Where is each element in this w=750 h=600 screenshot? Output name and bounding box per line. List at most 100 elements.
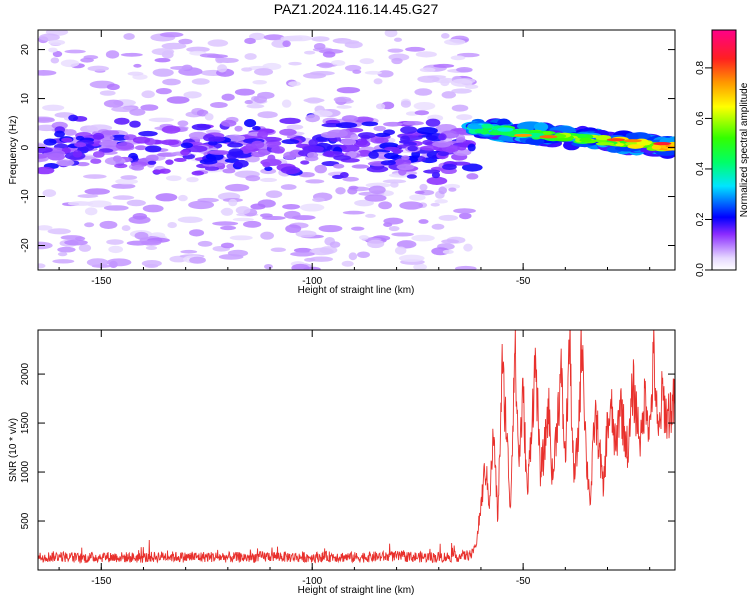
colorbar-tick-label: 0.8	[695, 61, 706, 75]
spectrogram-noise-blob	[391, 232, 414, 237]
spectrogram-noise-blob	[221, 93, 235, 101]
spectrogram-max-blob	[539, 135, 558, 139]
spectrogram-noise-blob	[264, 263, 273, 270]
spectrogram-noise-blob	[77, 194, 99, 198]
spectrogram-noise-blob	[178, 194, 188, 202]
spectrogram-noise-blob	[52, 259, 75, 264]
spectrogram-noise-blob	[253, 68, 274, 76]
spectrogram-noise-blob	[38, 117, 55, 123]
spectrogram-noise-blob	[207, 39, 229, 47]
spectrogram-noise-blob	[220, 242, 234, 249]
spectrogram-noise-blob	[367, 239, 385, 249]
spectrogram-band-blob	[250, 151, 266, 158]
spectrogram-noise-blob	[178, 38, 193, 45]
spectrogram-noise-blob	[388, 225, 400, 232]
spectrogram-noise-blob	[204, 113, 214, 121]
spectrogram-band-blob	[90, 158, 102, 164]
spectrogram-noise-blob	[295, 230, 317, 238]
spectrogram-band-blob	[264, 166, 273, 172]
spectrogram-noise-blob	[354, 199, 375, 207]
spectrogram-noise-blob	[165, 175, 182, 182]
spectrogram-band-blob	[99, 140, 121, 148]
spectrogram-band-blob	[401, 155, 410, 160]
spectrogram-noise-blob	[364, 194, 387, 202]
spectrogram-noise-blob	[38, 263, 46, 269]
spectrogram-noise-blob	[293, 247, 313, 253]
spectrogram-noise-blob	[217, 64, 228, 73]
spectrogram-band-blob	[173, 157, 187, 163]
spectrogram-band-blob	[279, 128, 297, 136]
spectrogram-noise-blob	[333, 96, 352, 103]
spectrogram-noise-blob	[186, 46, 210, 53]
spectrogram-band-blob	[374, 132, 391, 137]
spectrogram-band-blob	[357, 132, 376, 139]
spectrogram-band-blob	[281, 139, 300, 145]
spectrogram-noise-blob	[454, 265, 477, 270]
snr-series-line	[38, 330, 675, 564]
spectrogram-noise-blob	[148, 117, 174, 123]
spectrogram-noise-blob	[396, 240, 417, 249]
snr-x-ticks: -150 -100 -50	[58, 330, 651, 587]
spectrogram-noise-blob	[373, 78, 383, 85]
spectrogram-noise-blob	[228, 198, 238, 207]
spectrogram-noise-blob	[450, 78, 473, 87]
spectrogram-noise-blob	[222, 168, 236, 174]
spectrogram-noise-blob	[442, 249, 454, 255]
spectrogram-noise-blob	[434, 199, 448, 204]
spectrogram-noise-blob	[280, 184, 297, 190]
spectrogram-noise-blob	[342, 176, 359, 182]
spectrogram-noise-blob	[383, 217, 404, 225]
spectrogram-noise-blob	[382, 179, 407, 184]
spectrogram-noise-blob	[57, 246, 76, 253]
spectrogram-noise-blob	[180, 249, 198, 254]
spectrogram-band-blob	[204, 166, 220, 171]
spectrogram-noise-blob	[419, 67, 436, 73]
spectrogram-noise-blob	[103, 205, 129, 211]
colorbar: 0.0 0.2 0.4 0.6 0.8 Normalized spectral ampl…	[695, 29, 750, 277]
spectrogram-band-blob	[315, 136, 328, 142]
spectrogram-noise-blob	[451, 88, 472, 94]
spectrogram-band-blob	[74, 142, 87, 148]
spectrogram-noise-blob	[450, 55, 466, 61]
spectrogram-band-blob	[38, 146, 53, 154]
colorbar-tick-label: 0.6	[695, 111, 706, 125]
spectrogram-noise-blob	[246, 103, 265, 109]
spectrogram-noise-blob	[196, 109, 209, 117]
spectrogram-noise-blob	[342, 210, 365, 215]
spectrogram-noise-blob	[405, 46, 426, 52]
figure-title: PAZ1.2024.116.14.45.G27	[274, 1, 439, 17]
spectrogram-noise-blob	[352, 69, 362, 74]
spectrogram-noise-blob	[344, 41, 363, 49]
spectrogram-band-blob	[416, 126, 438, 135]
spectrogram-band-blob	[180, 142, 193, 149]
spectrogram-noise-blob	[191, 78, 210, 85]
spectrogram-peak-blob	[467, 124, 485, 130]
spectrogram-noise-blob	[351, 226, 365, 231]
spectrogram-band-blob	[383, 121, 403, 127]
spectrogram-band-blob	[340, 138, 357, 146]
spectrogram-noise-blob	[155, 193, 178, 202]
spectrogram-band-blob	[271, 145, 286, 154]
spectrogram-noise-blob	[99, 90, 116, 96]
spectrogram-noise-blob	[155, 87, 172, 95]
spectrogram-noise-blob	[413, 263, 427, 270]
spectrogram-band-blob	[54, 130, 65, 138]
spectrogram-band-blob	[347, 151, 357, 158]
snr-y-tick-label: 500	[20, 512, 31, 529]
spectrogram-noise-blob	[365, 213, 376, 218]
spectrogram-band-blob	[208, 136, 226, 142]
spectrogram-band-blob	[199, 158, 218, 165]
spectrogram-band-blob	[43, 138, 57, 146]
spectrogram-noise-blob	[127, 71, 144, 76]
spectrogram-noise-blob	[241, 67, 253, 72]
spectrogram-noise-blob	[38, 33, 60, 42]
spectrogram-band-blob	[333, 155, 351, 161]
spectrogram-band-blob	[438, 133, 447, 141]
spectrogram-noise-blob	[234, 88, 255, 96]
spectrogram-band-blob	[262, 161, 271, 168]
spectrogram-band-blob	[339, 171, 349, 178]
spectrogram-band-blob	[406, 174, 417, 179]
spectrogram-noise-blob	[250, 203, 266, 210]
colorbar-tick-label: 0.2	[695, 212, 706, 226]
spectrogram-band-blob	[115, 142, 135, 150]
